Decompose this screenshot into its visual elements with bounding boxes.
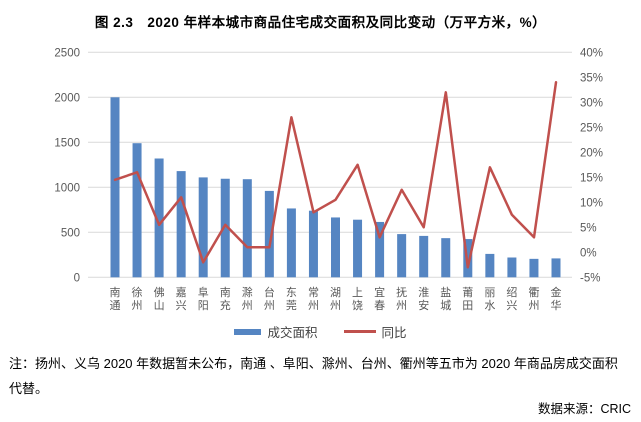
- legend-item-yoy: 同比: [343, 322, 407, 341]
- x-axis-category-label: 滁州: [242, 285, 253, 312]
- area-bar: [220, 178, 230, 278]
- x-axis-category-label: 南通: [110, 286, 121, 312]
- x-axis-category-label: 丽水: [484, 287, 495, 312]
- chart-legend: 成交面积 同比: [0, 322, 641, 341]
- area-bar: [176, 171, 186, 278]
- area-bar: [529, 258, 539, 278]
- x-axis-category-label: 抚州: [396, 285, 407, 312]
- left-axis-tick-label: 2000: [54, 92, 80, 104]
- right-axis-tick-label: -5%: [580, 272, 600, 284]
- chart-title: 图 2.3 2020 年样本城市商品住宅成交面积及同比变动（万平方米，%）: [94, 15, 547, 30]
- area-bar: [198, 177, 208, 278]
- area-bar: [286, 208, 296, 278]
- x-axis-category-label: 湖州: [330, 286, 341, 312]
- x-axis-category-label: 宜春: [374, 285, 385, 312]
- area-bar: [264, 190, 274, 278]
- line-series-swatch: [343, 330, 376, 333]
- x-axis-category-label: 嘉兴: [176, 285, 187, 312]
- x-axis-category-label: 金华: [551, 285, 562, 312]
- footnote: 注：扬州、义乌 2020 年数据暂未公布，南通 、阜阳、滁州、台州、衢州等五市为…: [9, 351, 633, 401]
- legend-item-area: 成交面积: [234, 322, 318, 341]
- right-axis-tick-label: 25%: [580, 122, 603, 134]
- area-bar: [507, 257, 517, 278]
- x-axis-category-label: 东莞: [286, 286, 297, 312]
- area-bar: [154, 158, 164, 278]
- x-axis-category-label: 常州: [308, 286, 319, 312]
- x-axis-category-label: 阜阳: [198, 286, 209, 312]
- legend-label-yoy: 同比: [381, 326, 407, 340]
- area-bar: [419, 235, 429, 278]
- x-axis-category-label: 莆田: [462, 286, 473, 312]
- right-axis-tick-label: 5%: [580, 222, 597, 234]
- x-axis-category-label: 台州: [264, 285, 275, 312]
- area-bar: [551, 258, 561, 278]
- data-source: 数据来源：CRIC: [537, 402, 631, 416]
- area-bar: [485, 253, 495, 278]
- bar-series-swatch: [234, 328, 262, 335]
- x-axis-category-label: 上饶: [352, 286, 363, 312]
- area-bar: [308, 210, 318, 278]
- right-axis-tick-label: 10%: [580, 197, 603, 209]
- area-bar: [110, 97, 120, 278]
- right-axis-tick-label: 20%: [580, 147, 603, 159]
- area-bar: [242, 179, 252, 278]
- x-axis-category-label: 衢州: [528, 286, 539, 312]
- area-bar: [441, 238, 451, 278]
- area-bar: [375, 221, 385, 278]
- right-axis-tick-label: 40%: [580, 47, 603, 59]
- x-axis-category-label: 绍兴: [506, 285, 517, 312]
- combo-chart: 0 500 1000 1500 2000 2500 -5% 0% 5% 10% 15% 20% 25% 3…: [54, 47, 603, 312]
- x-axis-category-label: 佛山: [154, 286, 165, 312]
- yoy-line: [113, 81, 558, 269]
- left-axis-tick-label: 1500: [54, 137, 80, 149]
- right-axis-tick-label: 30%: [580, 97, 603, 109]
- x-axis-category-label: 淮安: [418, 286, 429, 312]
- area-bar: [132, 143, 142, 278]
- right-axis-tick-label: 15%: [580, 172, 603, 184]
- left-axis-tick-label: 1000: [54, 182, 80, 194]
- footnote-line-2: 代替。: [9, 381, 49, 396]
- footnote-line-1: 注：扬州、义乌 2020 年数据暂未公布，南通 、阜阳、滁州、台州、衢州等五市为…: [9, 356, 618, 371]
- right-axis-tick-label: 35%: [580, 72, 603, 84]
- left-axis-tick-label: 0: [74, 272, 80, 284]
- x-axis-category-label: 盐城: [440, 286, 451, 312]
- legend-label-area: 成交面积: [267, 326, 318, 340]
- area-bar: [353, 219, 363, 278]
- x-axis-category-label: 徐州: [132, 285, 143, 312]
- x-axis-category-label: 南充: [220, 286, 231, 312]
- left-axis-tick-label: 2500: [54, 47, 80, 59]
- left-axis-tick-label: 500: [61, 227, 80, 239]
- right-axis-tick-label: 0%: [580, 247, 597, 259]
- area-bar: [331, 217, 340, 278]
- area-bar: [397, 234, 407, 278]
